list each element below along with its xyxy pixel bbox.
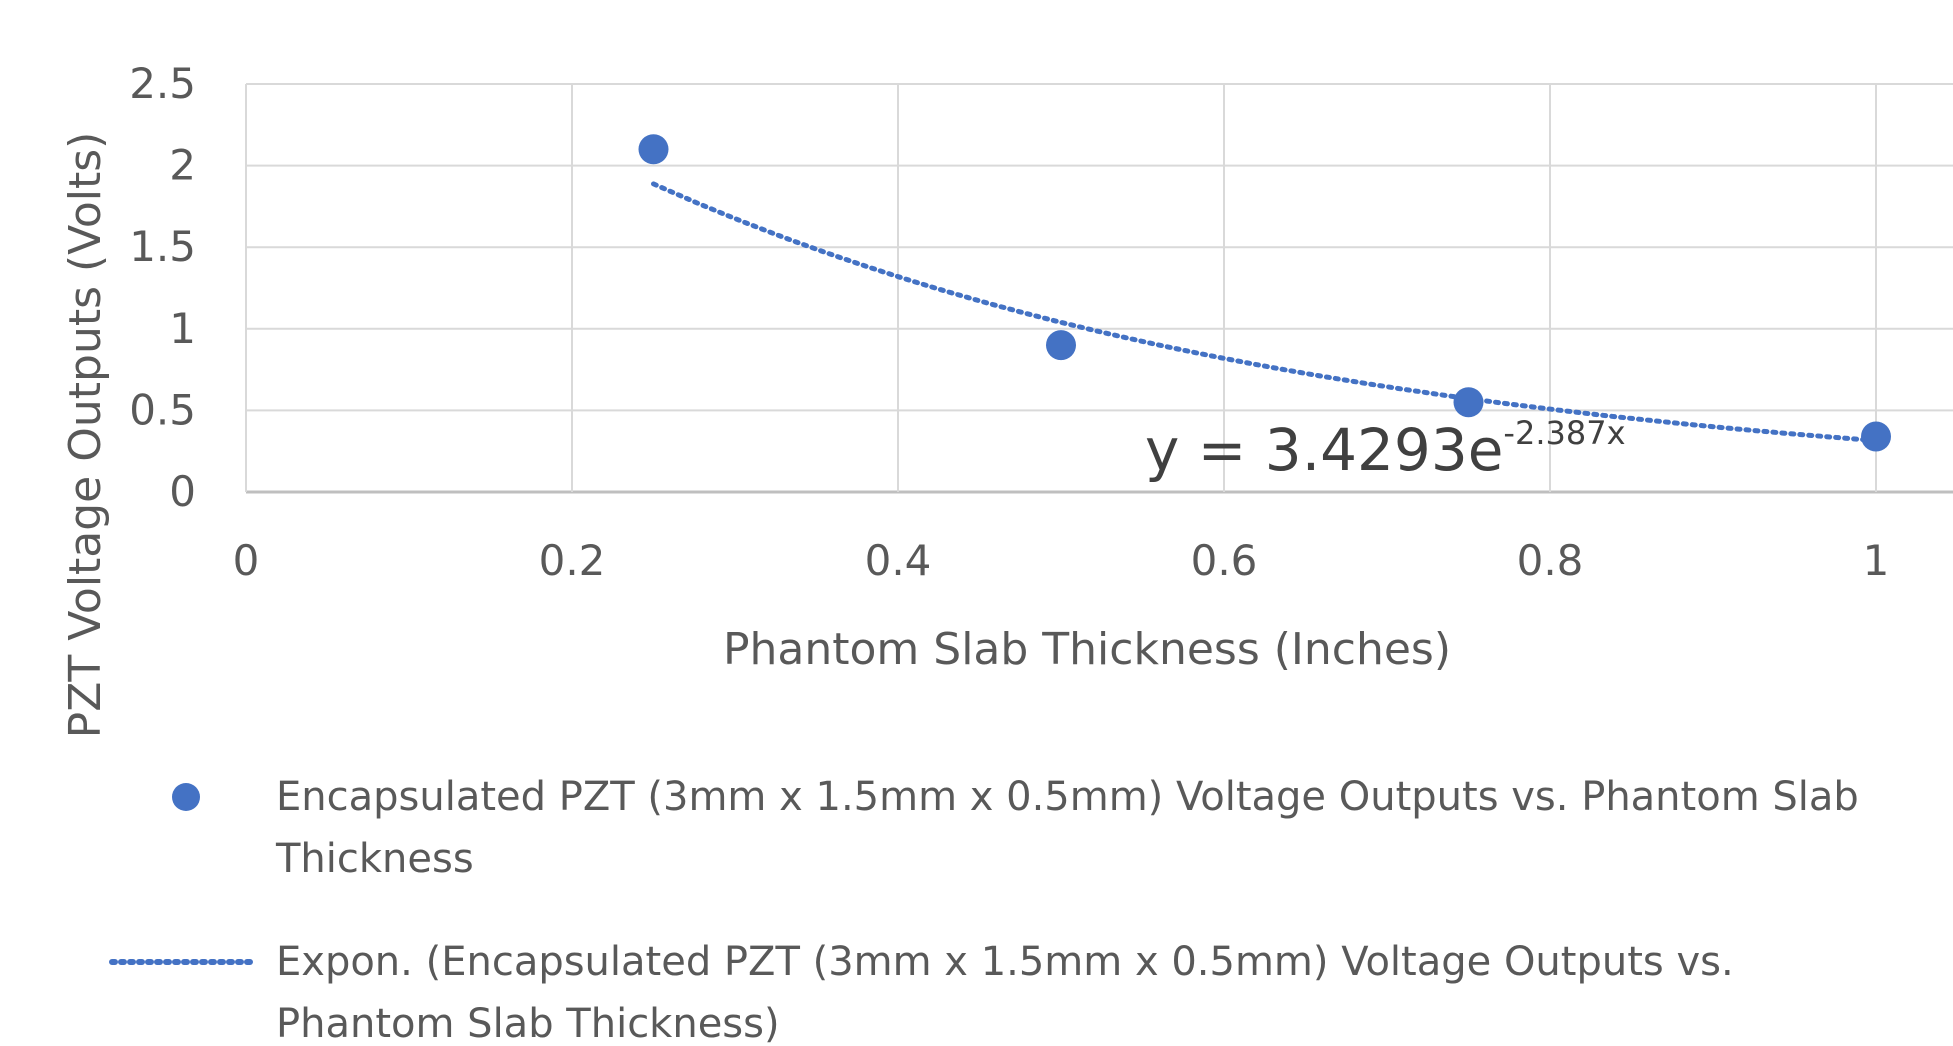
data-point: [638, 134, 669, 165]
data-point: [1453, 387, 1484, 418]
data-point: [1046, 330, 1076, 361]
x-tick-label: 0.6: [1191, 536, 1258, 585]
data-point: [1861, 421, 1891, 452]
y-axis-title: PZT Voltage Outputs (Volts): [60, 132, 111, 739]
x-tick-label: 0.2: [539, 536, 606, 585]
y-tick-label: 0: [169, 467, 196, 516]
x-tick-labels: 00.20.40.60.811.2: [233, 536, 1890, 585]
trendline-curve: [651, 181, 1879, 444]
x-axis-title: Phantom Slab Thickness (Inches): [723, 624, 1451, 675]
legend-series-label: Encapsulated PZT (3mm x 1.5mm x 0.5mm) V…: [275, 774, 1872, 882]
y-tick-label: 1.5: [129, 222, 196, 271]
trendline: [651, 181, 1879, 444]
x-tick-label: 0.8: [1517, 536, 1584, 585]
data-points: [638, 134, 1891, 452]
x-tick-label: 0.4: [865, 536, 932, 585]
legend: Encapsulated PZT (3mm x 1.5mm x 0.5mm) V…: [109, 774, 1872, 1046]
legend-trendline-label: Expon. (Encapsulated PZT (3mm x 1.5mm x …: [276, 939, 1746, 1046]
trendline-equation: y = 3.4293e-2.387x: [1145, 414, 1626, 484]
y-tick-labels: 0 0.5 1 1.5 2 2.5: [129, 59, 196, 516]
grid: [245, 83, 1953, 494]
y-tick-label: 2.5: [129, 59, 196, 108]
y-tick-label: 0.5: [129, 385, 196, 434]
y-tick-label: 2: [169, 141, 196, 190]
y-tick-label: 1: [169, 304, 196, 353]
legend-marker-icon: [172, 783, 200, 811]
x-tick-label: 1: [1863, 536, 1890, 585]
x-tick-label: 0: [233, 536, 260, 585]
